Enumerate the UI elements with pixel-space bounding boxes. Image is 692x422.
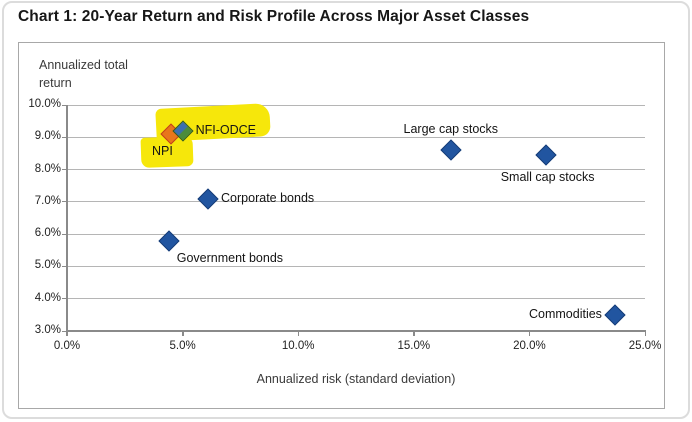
- point-label: Commodities: [529, 306, 602, 321]
- x-tick-label: 20.0%: [513, 340, 546, 352]
- y-axis-tick: [62, 330, 67, 332]
- y-axis-tick: [62, 169, 67, 171]
- x-axis-tick: [413, 331, 415, 336]
- gridline: [67, 298, 645, 300]
- y-tick-label: 9.0%: [34, 130, 61, 143]
- y-axis-tick: [62, 104, 67, 106]
- diamond-blue-icon: [534, 144, 557, 166]
- y-tick-label: 8.0%: [34, 162, 61, 175]
- y-tick-label: 6.0%: [34, 227, 61, 240]
- y-axis-tick: [62, 298, 67, 300]
- diamond-blue-icon: [197, 188, 219, 210]
- point-label: Large cap stocks: [403, 122, 499, 137]
- y-tick-label: 4.0%: [34, 291, 61, 304]
- chart-canvas: Annualized total return 10.0% 9.0% 8.0% 7.0…: [18, 42, 665, 409]
- point-label: Corporate bonds: [221, 190, 315, 205]
- y-axis-tick: [62, 233, 67, 235]
- x-axis-tick: [66, 331, 68, 336]
- y-axis-tick: [62, 265, 67, 267]
- x-axis-tick: [182, 331, 184, 336]
- y-axis-line: [66, 105, 68, 336]
- y-tick-label: 3.0%: [34, 324, 61, 336]
- x-tick-label: 15.0%: [397, 340, 431, 352]
- gridline: [67, 169, 645, 171]
- point-label: NPI: [152, 144, 173, 159]
- x-tick-label: 5.0%: [169, 340, 196, 352]
- point-label: Small cap stocks: [500, 170, 595, 185]
- x-axis-tick: [528, 331, 531, 336]
- y-axis-tick: [62, 201, 67, 203]
- x-axis-tick: [297, 331, 300, 336]
- x-tick-label: 10.0%: [281, 340, 315, 352]
- x-axis-line: [66, 330, 646, 332]
- y-tick-label: 7.0%: [34, 194, 61, 207]
- x-axis-title: Annualized risk (standard deviation): [256, 372, 456, 386]
- y-axis-tick: [62, 136, 67, 138]
- x-tick-label: 25.0%: [628, 340, 662, 352]
- chart-title: Chart 1: 20-Year Return and Risk Profile…: [18, 8, 530, 25]
- gridline: [67, 136, 645, 138]
- gridline: [67, 201, 645, 203]
- point-label: NFI-ODCE: [195, 122, 257, 137]
- x-axis-tick: [644, 331, 646, 336]
- x-tick-label: 0.0%: [53, 340, 81, 352]
- y-tick-label: 10.0%: [28, 98, 61, 110]
- gridline: [67, 233, 645, 235]
- y-axis-title: Annualized total return: [39, 58, 128, 91]
- point-label: Government bonds: [176, 250, 284, 265]
- diamond-blue-icon: [604, 304, 626, 326]
- diamond-blue-icon: [440, 139, 462, 161]
- gridline: [67, 265, 645, 267]
- plot-area: 10.0% 9.0% 8.0% 7.0% 6.0% 5.0% 4.0% 3.0% 0.0% 5.0…: [19, 43, 664, 408]
- y-tick-label: 5.0%: [34, 259, 61, 272]
- gridline: [67, 104, 645, 106]
